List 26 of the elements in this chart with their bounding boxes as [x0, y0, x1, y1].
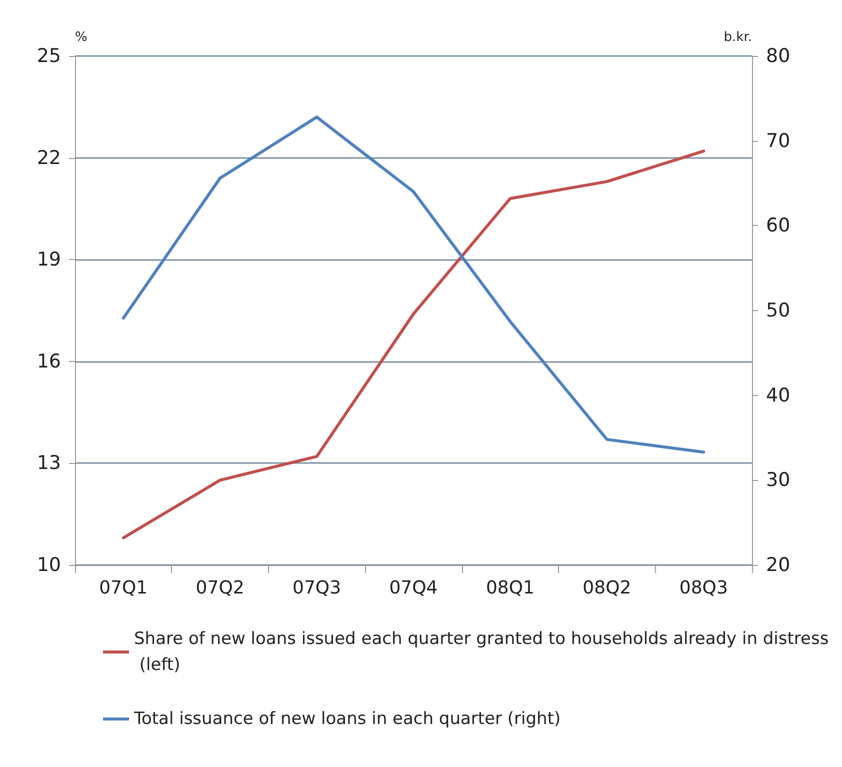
y-tick-label: 19 — [36, 248, 61, 271]
x-tick-label: 07Q4 — [389, 578, 438, 598]
y2-axis-title: b.kr. — [724, 30, 752, 45]
x-tick-label: 07Q1 — [99, 578, 148, 598]
y-tick-label: 16 — [36, 350, 61, 372]
x-tick-label: 08Q1 — [486, 578, 534, 598]
y2-tick-label: 80 — [766, 45, 790, 67]
legend-label: Total issuance of new loans in each quarter (right) — [133, 709, 561, 729]
y-axis-title: % — [75, 30, 88, 45]
y-tick-label: 10 — [36, 554, 61, 576]
y2-tick-label: 70 — [766, 130, 790, 152]
y2-tick-label: 30 — [766, 469, 790, 492]
x-tick-label: 07Q3 — [292, 578, 342, 598]
y-tick-label: 22 — [36, 146, 61, 169]
legend-label: Share of new loans issued each quarter granted to households already in distress (left) — [134, 629, 829, 675]
y-tick-label: 13 — [36, 452, 61, 474]
x-tick-label: 08Q2 — [582, 578, 632, 598]
y2-tick-label: 50 — [766, 300, 790, 322]
x-tick-label: 08Q3 — [679, 578, 728, 598]
y2-tick-label: 40 — [766, 384, 790, 406]
y-tick-label: 25 — [36, 45, 61, 67]
x-tick-label: 07Q2 — [196, 578, 244, 598]
y2-tick-label: 60 — [766, 214, 790, 237]
y2-tick-label: 20 — [766, 554, 790, 576]
line-series — [122, 116, 706, 454]
line-series — [122, 150, 706, 540]
